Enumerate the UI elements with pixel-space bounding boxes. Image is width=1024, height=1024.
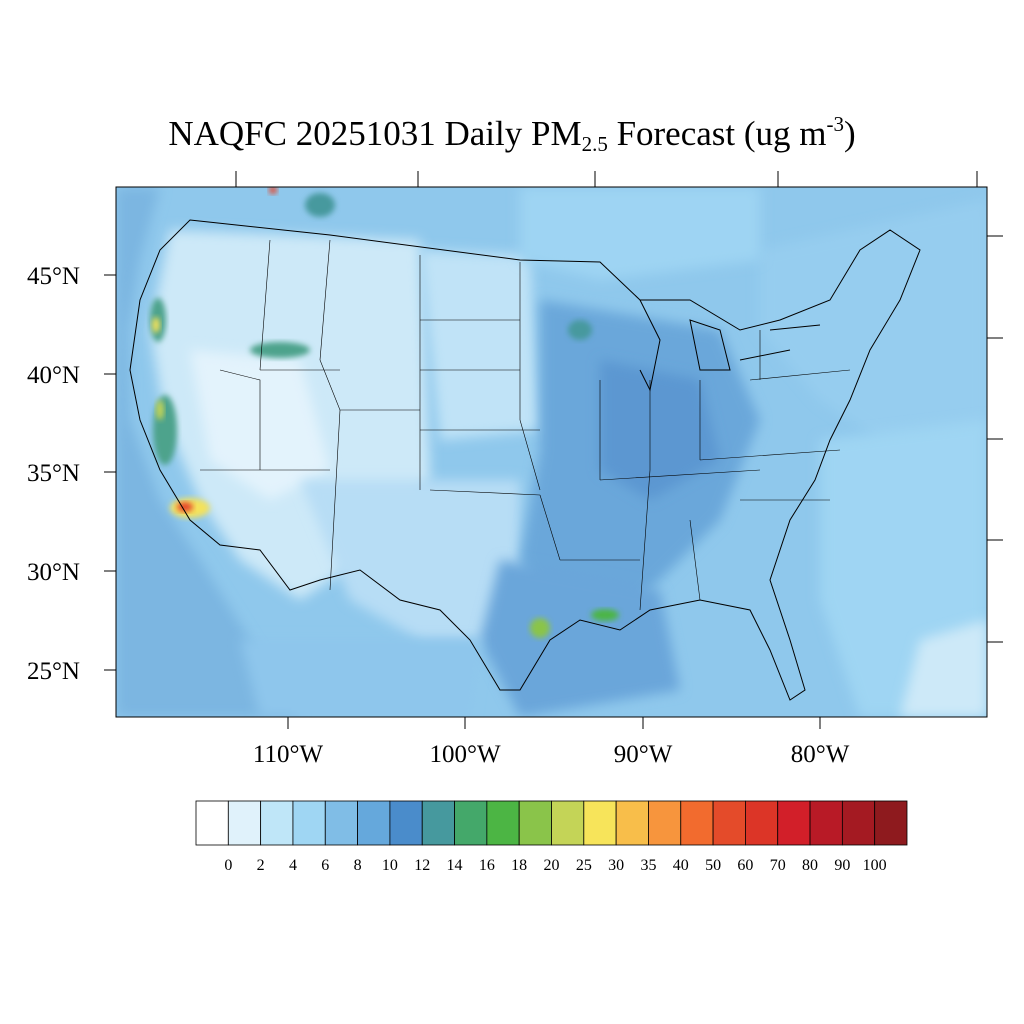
colorbar-box [518, 800, 552, 846]
la-basin-red-core [177, 502, 193, 512]
colorbar-label: 35 [640, 857, 656, 874]
lat-label: 25°N [27, 658, 80, 685]
lat-label: 40°N [27, 362, 80, 389]
gulf-dark-region [480, 560, 680, 717]
title-subscript: 2.5 [581, 132, 608, 156]
montana-hotspot [305, 193, 335, 217]
latitude-axis: 45°N 40°N 35°N 30°N 25°N [27, 263, 116, 685]
us-outline [129, 219, 921, 701]
idaho-green-hotspot [250, 342, 310, 358]
colorbar-label: 16 [479, 857, 495, 874]
colorbar-label: 70 [770, 857, 786, 874]
colorbar-label: 25 [576, 857, 592, 874]
map-title: NAQFC 20251031 Daily PM2.5 Forecast (ug … [0, 112, 1024, 157]
title-middle: Forecast (ug m [607, 114, 827, 153]
colorbar-box [551, 800, 585, 846]
colorbar-label: 100 [863, 857, 887, 874]
lat-label: 35°N [27, 460, 80, 487]
colorbar-box [777, 800, 811, 846]
california-valley-yellow [156, 400, 164, 420]
colorbar-label: 18 [511, 857, 527, 874]
colorbar-label: 50 [705, 857, 721, 874]
colorbar-box [421, 800, 455, 846]
colorbar-box [841, 800, 876, 846]
texas-light-region [300, 480, 520, 640]
title-prefix: NAQFC 20251031 Daily PM [168, 114, 582, 153]
colorbar-box [648, 800, 682, 846]
colorbar: 0 2 4 6 8 10 12 14 16 18 20 25 30 35 40 50 60 70 80 90 100 [195, 800, 908, 874]
colorbar-label: 20 [544, 857, 560, 874]
louisiana-hotspot [591, 609, 619, 621]
colorbar-label: 4 [289, 857, 297, 874]
colorbar-box [389, 800, 423, 846]
colorbar-label: 80 [802, 857, 818, 874]
wisconsin-hotspot [568, 320, 592, 340]
southeast-corner-pale [900, 620, 987, 717]
colorbar-box [712, 800, 746, 846]
colorbar-box [874, 800, 908, 846]
plains-light-region [420, 250, 540, 440]
pacific-nw-yellow-hotspot [152, 317, 160, 333]
colorbar-box [809, 800, 843, 846]
colorbar-label: 40 [673, 857, 689, 874]
longitude-axis: 110°W 100°W 90°W 80°W [253, 717, 850, 768]
colorbar-label: 30 [608, 857, 624, 874]
colorbar-box [227, 800, 262, 846]
canada-red-spot [269, 187, 277, 194]
map-ticks [235, 171, 1003, 643]
colorbar-label: 12 [414, 857, 430, 874]
colorbar-label: 6 [321, 857, 329, 874]
lon-label: 100°W [429, 741, 500, 768]
lat-label: 45°N [27, 263, 80, 290]
canada-region [520, 187, 760, 280]
colorbar-box [454, 800, 488, 846]
colorbar-label: 0 [224, 857, 232, 874]
colorbar-label: 10 [382, 857, 398, 874]
colorbar-label: 14 [447, 857, 463, 874]
colorbar-box [615, 800, 649, 846]
mexico-south-region [240, 640, 480, 717]
houston-hotspot [530, 618, 550, 638]
map-frame [115, 186, 988, 718]
northeast-region [760, 200, 987, 440]
colorbar-box [195, 800, 229, 846]
colorbar-label: 2 [257, 857, 265, 874]
title-suffix: ) [844, 114, 856, 153]
colorbar-box [357, 800, 391, 846]
state-lines [200, 239, 851, 611]
colorbar-box [486, 800, 520, 846]
lon-label: 110°W [253, 741, 324, 768]
colorbar-label: 90 [834, 857, 850, 874]
midwest-dark-region [600, 360, 720, 500]
lat-label: 30°N [27, 559, 80, 586]
lon-label: 90°W [614, 741, 673, 768]
colorbar-box [745, 800, 779, 846]
colorbar-box [583, 800, 617, 846]
pacific-ocean-region [116, 187, 300, 717]
colorbar-box [260, 800, 294, 846]
colorbar-box [324, 800, 358, 846]
lon-label: 80°W [791, 741, 850, 768]
title-superscript: -3 [826, 112, 845, 136]
colorbar-label: 8 [354, 857, 362, 874]
colorbar-box [292, 800, 326, 846]
pm25-field [116, 187, 987, 717]
colorbar-label: 60 [737, 857, 753, 874]
great-lakes [639, 299, 821, 392]
colorbar-box [680, 800, 714, 846]
political-borders [129, 219, 921, 701]
